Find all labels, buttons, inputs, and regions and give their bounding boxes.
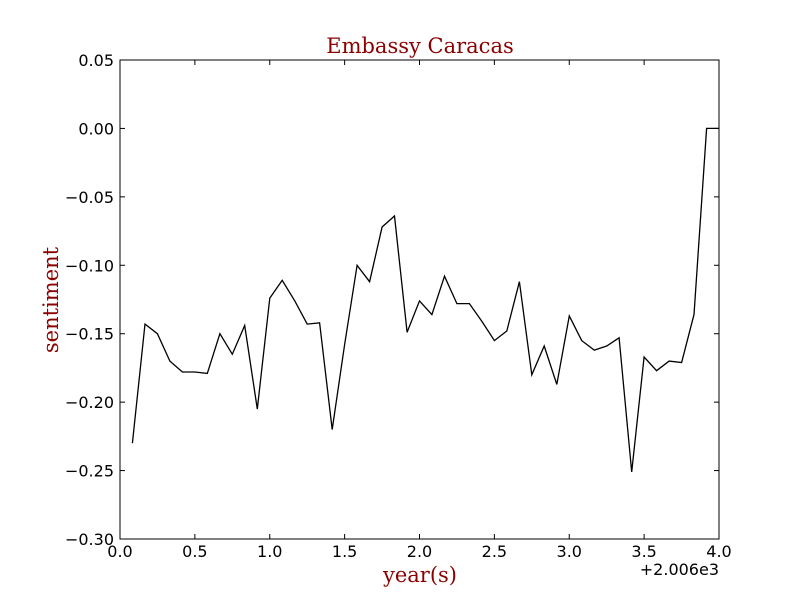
x-axis-label: year(s) — [382, 563, 457, 587]
x-tick-label: 2.0 — [407, 542, 432, 561]
y-tick-label: 0.00 — [78, 119, 114, 138]
y-axis: 0.05 0.00 −0.05 −0.10 −0.15 −0.20 −0.25 −0.30 — [65, 51, 719, 549]
y-tick-label: 0.05 — [78, 51, 114, 70]
chart-title: Embassy Caracas — [326, 34, 514, 58]
x-tick-label: 3.5 — [631, 542, 656, 561]
sentiment-series-line — [131, 127, 719, 472]
x-tick-label: 0.5 — [182, 542, 207, 561]
y-tick-label: −0.05 — [65, 188, 114, 207]
y-tick-label: −0.15 — [65, 325, 114, 344]
y-tick-label: −0.30 — [65, 530, 114, 549]
x-tick-label: 2.5 — [482, 542, 507, 561]
x-tick-label: 1.0 — [257, 542, 282, 561]
x-tick-label: 1.5 — [332, 542, 357, 561]
x-tick-label: 3.0 — [557, 542, 582, 561]
y-tick-label: −0.10 — [65, 256, 114, 275]
x-axis: 0.0 0.5 1.0 1.5 2.0 2.5 3.0 3.5 4.0 — [107, 60, 732, 561]
y-tick-label: −0.25 — [65, 462, 114, 481]
plot-area — [119, 59, 720, 540]
x-axis-offset-label: +2.006e3 — [640, 560, 719, 579]
y-axis-label: sentiment — [39, 246, 63, 353]
x-tick-label: 0.0 — [107, 542, 132, 561]
y-tick-label: −0.20 — [65, 393, 114, 412]
x-tick-label: 4.0 — [706, 542, 731, 561]
